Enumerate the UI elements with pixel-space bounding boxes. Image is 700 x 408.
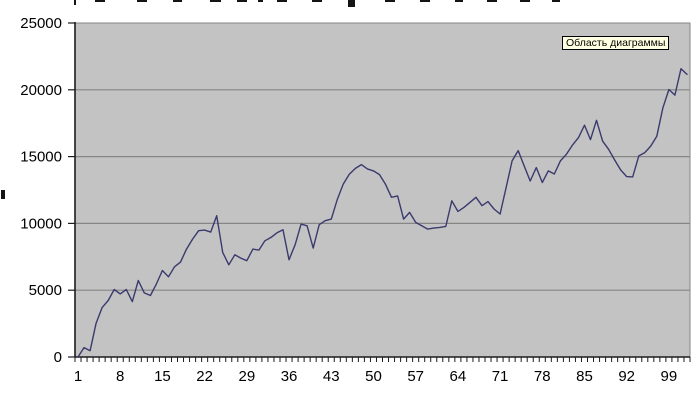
x-tick-label: 99 (661, 368, 678, 385)
chart-area-tooltip: Область диаграммы (562, 36, 670, 50)
clipped-title-fragment (552, 0, 560, 2)
clipped-title-fragment (487, 0, 497, 2)
clipped-title-fragment (277, 0, 287, 2)
y-tick-label: 5000 (29, 282, 62, 299)
x-tick-label: 57 (407, 368, 424, 385)
y-tick-label: 10000 (20, 215, 62, 232)
clipped-title-fragment (520, 0, 530, 2)
clipped-title-fragment (455, 0, 463, 2)
y-tick-label: 25000 (20, 15, 62, 32)
chart-area-tooltip-label: Область диаграммы (566, 37, 666, 49)
x-tick-label: 8 (116, 368, 124, 385)
clipped-title-fragment (258, 0, 263, 2)
series-line[interactable] (77, 67, 688, 358)
x-tick-label: 92 (618, 368, 635, 385)
clipped-title-fragment (385, 0, 395, 2)
clipped-title-fragment (420, 0, 430, 2)
x-tick-label: 64 (450, 368, 467, 385)
y-tick-label: 0 (54, 349, 62, 366)
x-tick-label: 43 (323, 368, 340, 385)
clipped-title-letter-descender (348, 0, 355, 7)
clipped-title-fragment (95, 0, 105, 2)
plot-background[interactable] (74, 22, 691, 358)
clipped-title-fragment (312, 0, 322, 2)
x-tick-label: 78 (534, 368, 551, 385)
x-tick-label: 85 (576, 368, 593, 385)
clipped-y-axis-title-fragment (1, 190, 5, 199)
clipped-title-fragment (137, 0, 147, 2)
x-tick-label: 1 (74, 368, 82, 385)
clipped-title-fragment (74, 0, 76, 5)
x-tick-label: 71 (492, 368, 509, 385)
clipped-title-fragment (237, 0, 247, 2)
y-tick-label: 20000 (20, 82, 62, 99)
clipped-title-fragment (173, 0, 182, 2)
x-tick-label: 22 (196, 368, 213, 385)
x-tick-label: 15 (154, 368, 171, 385)
x-tick-label: 29 (238, 368, 255, 385)
clipped-title-fragment (210, 0, 221, 2)
x-tick-label: 50 (365, 368, 382, 385)
x-tick-label: 36 (281, 368, 298, 385)
y-tick-label: 15000 (20, 149, 62, 166)
